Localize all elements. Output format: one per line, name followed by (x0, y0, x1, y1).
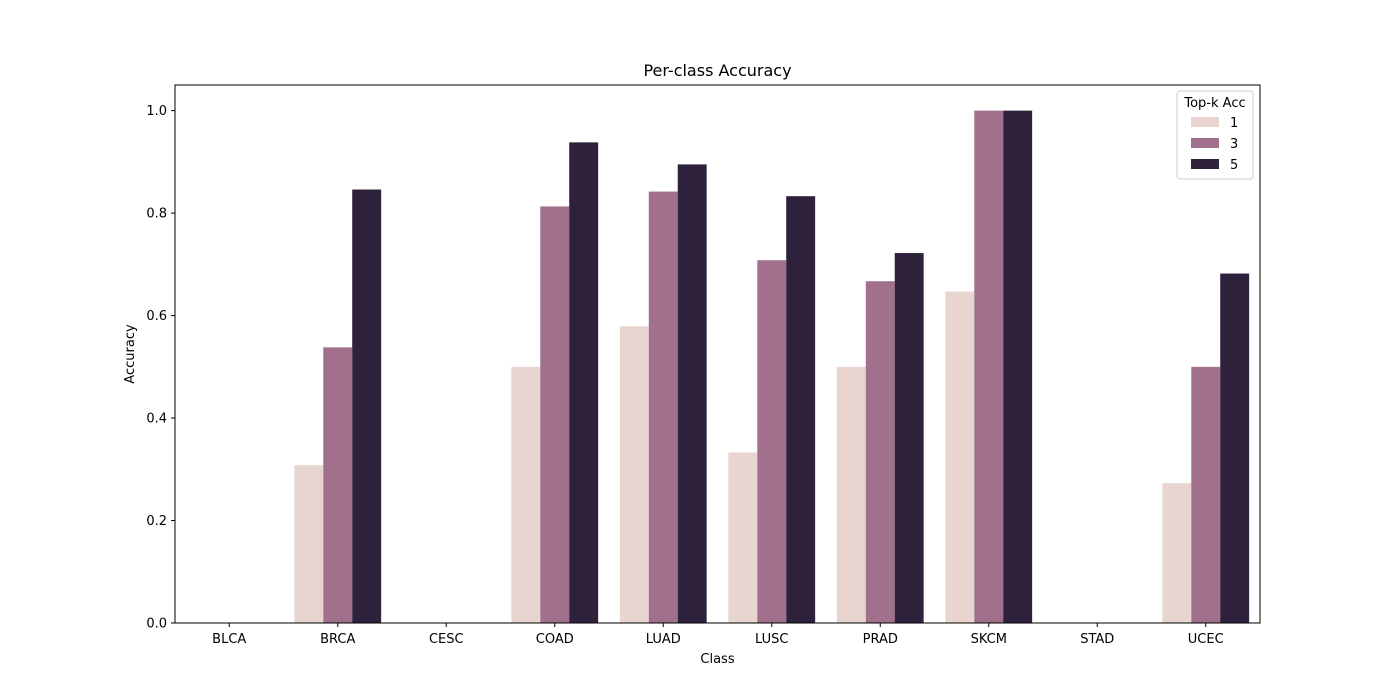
bar-coad-top5 (569, 142, 599, 624)
bar-luad-top3 (648, 191, 678, 623)
bar-skcm-top5 (1003, 110, 1033, 624)
bars-group (294, 110, 1250, 624)
bar-brca-top3 (323, 347, 353, 623)
bar-lusc-top1 (728, 452, 758, 623)
y-tick-label: 0.2 (146, 514, 167, 529)
x-axis-label: Class (700, 652, 734, 667)
bar-skcm-top1 (945, 291, 975, 623)
y-axis-label: Accuracy (123, 324, 138, 384)
bar-ucec-top5 (1220, 273, 1250, 623)
bar-ucec-top1 (1162, 483, 1192, 623)
bar-brca-top1 (294, 465, 324, 623)
plot-frame (174, 84, 1261, 624)
legend: Top-k Acc 1 3 5 (1176, 90, 1254, 180)
bar-brca-top5 (352, 189, 382, 624)
x-tick-label: PRAD (863, 632, 898, 647)
y-tick-label: 0.8 (146, 207, 167, 222)
x-tick-label: BRCA (320, 632, 355, 647)
bar-skcm-top3 (974, 110, 1004, 624)
bar-prad-top1 (836, 366, 866, 623)
y-tick-label: 0.0 (146, 617, 167, 632)
bar-prad-top3 (865, 281, 895, 623)
legend-swatch (1191, 159, 1219, 169)
y-tick-label: 1.0 (146, 104, 167, 119)
bar-lusc-top3 (757, 260, 787, 623)
y-axis-ticks: 0.0 0.2 0.4 0.6 0.8 1.0 (146, 104, 175, 632)
legend-label: 5 (1230, 158, 1238, 173)
x-axis-ticks: BLCA BRCA CESC COAD LUAD LUSC PRAD SKCM STAD UCEC (212, 623, 1224, 647)
bar-coad-top1 (511, 366, 541, 623)
chart-title: Per-class Accuracy (643, 61, 791, 80)
x-tick-label: SKCM (971, 632, 1007, 647)
x-tick-label: COAD (536, 632, 574, 647)
legend-items: 1 3 5 (1191, 116, 1238, 173)
y-tick-label: 0.4 (146, 412, 167, 427)
legend-box (1176, 90, 1254, 180)
y-tick-label: 0.6 (146, 309, 167, 324)
x-tick-label: LUAD (646, 632, 681, 647)
x-tick-label: BLCA (212, 632, 246, 647)
bar-lusc-top5 (786, 196, 816, 624)
x-tick-label: STAD (1080, 632, 1114, 647)
legend-swatch (1191, 138, 1219, 148)
bar-coad-top3 (540, 206, 570, 624)
bar-luad-top1 (619, 326, 649, 623)
legend-swatch (1191, 117, 1219, 127)
bar-ucec-top3 (1191, 366, 1221, 623)
legend-title: Top-k Acc (1183, 96, 1245, 111)
bar-prad-top5 (894, 253, 924, 623)
legend-label: 3 (1230, 137, 1238, 152)
x-tick-label: CESC (429, 632, 464, 647)
legend-label: 1 (1230, 116, 1238, 131)
bar-luad-top5 (677, 164, 707, 623)
x-tick-label: LUSC (755, 632, 788, 647)
x-tick-label: UCEC (1188, 632, 1224, 647)
